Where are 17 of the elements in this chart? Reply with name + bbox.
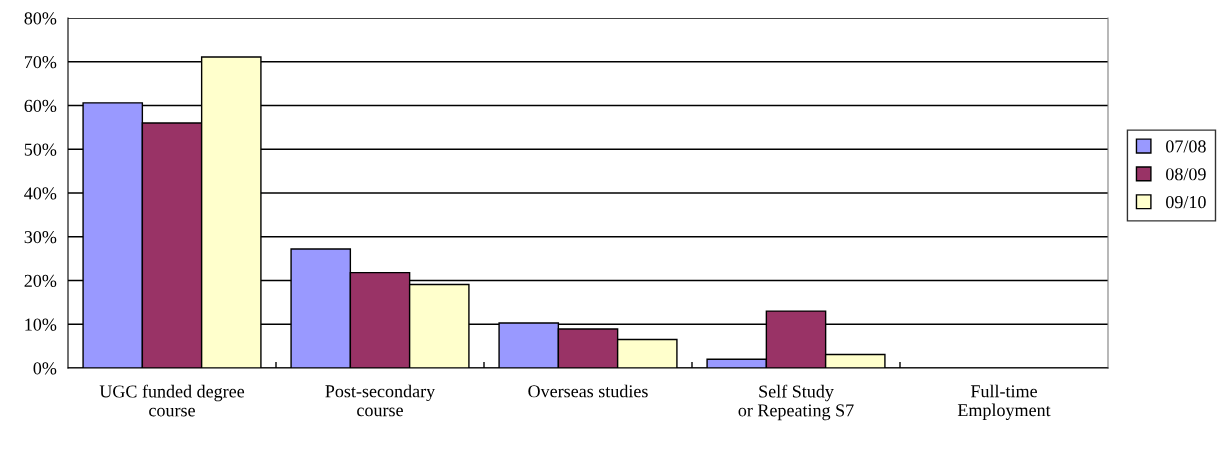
y-tick-label: 20% [24,274,57,287]
y-tick-label: 0% [33,362,57,375]
x-tick-label: Self Study or Repeating S7 [738,384,854,421]
legend-label: 08/09 [1166,168,1206,181]
y-tick-label: 80% [24,12,57,25]
legend-label: 09/10 [1166,196,1206,209]
y-tick-label: 60% [24,99,57,112]
y-tick-label: 50% [24,143,57,156]
x-tick-label: UGC funded degree course [99,384,245,417]
x-tick-label: Full-time Employment [957,384,1051,420]
y-tick-label: 70% [24,56,57,69]
y-tick-label: 10% [25,318,57,331]
x-tick-label: Post-secondary course [325,384,436,417]
x-tick-label: Overseas studies [528,384,648,398]
legend-label: 07/08 [1166,140,1206,153]
y-tick-label: 40% [24,187,57,200]
y-tick-label: 30% [24,231,57,244]
